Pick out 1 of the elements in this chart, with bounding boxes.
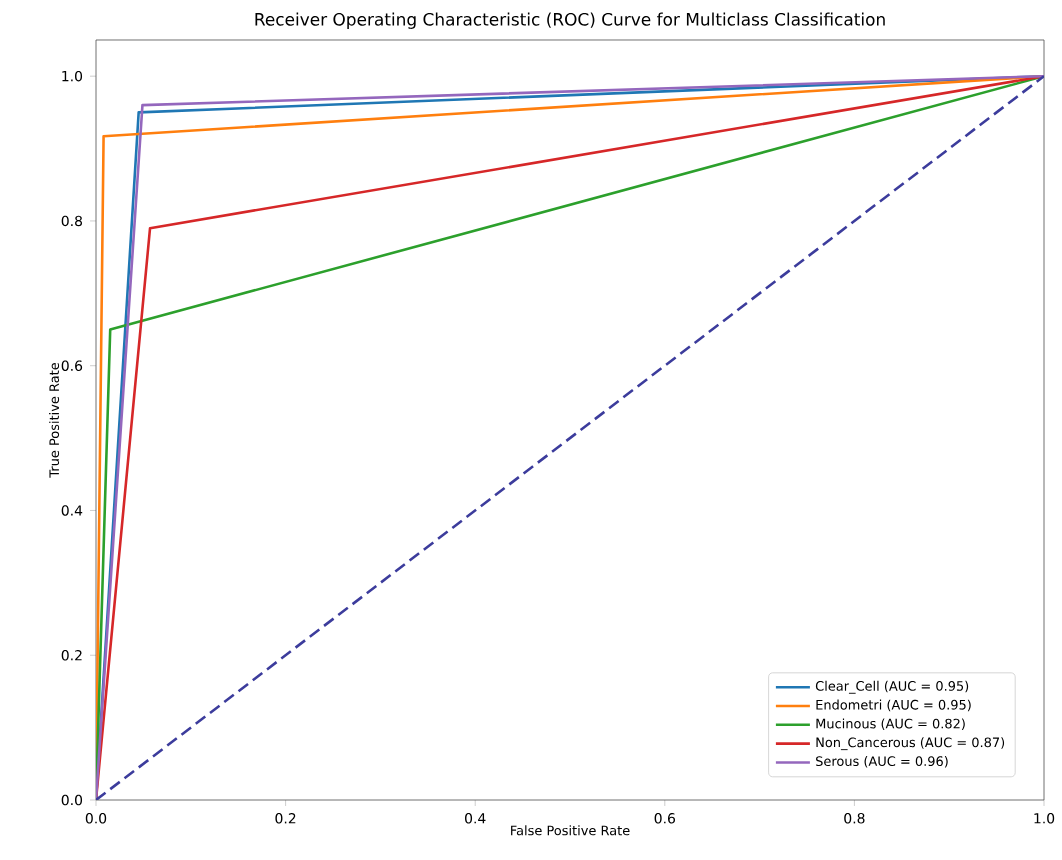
chart-title: Receiver Operating Characteristic (ROC) Curve for Multiclass Classification: [255, 12, 885, 29]
